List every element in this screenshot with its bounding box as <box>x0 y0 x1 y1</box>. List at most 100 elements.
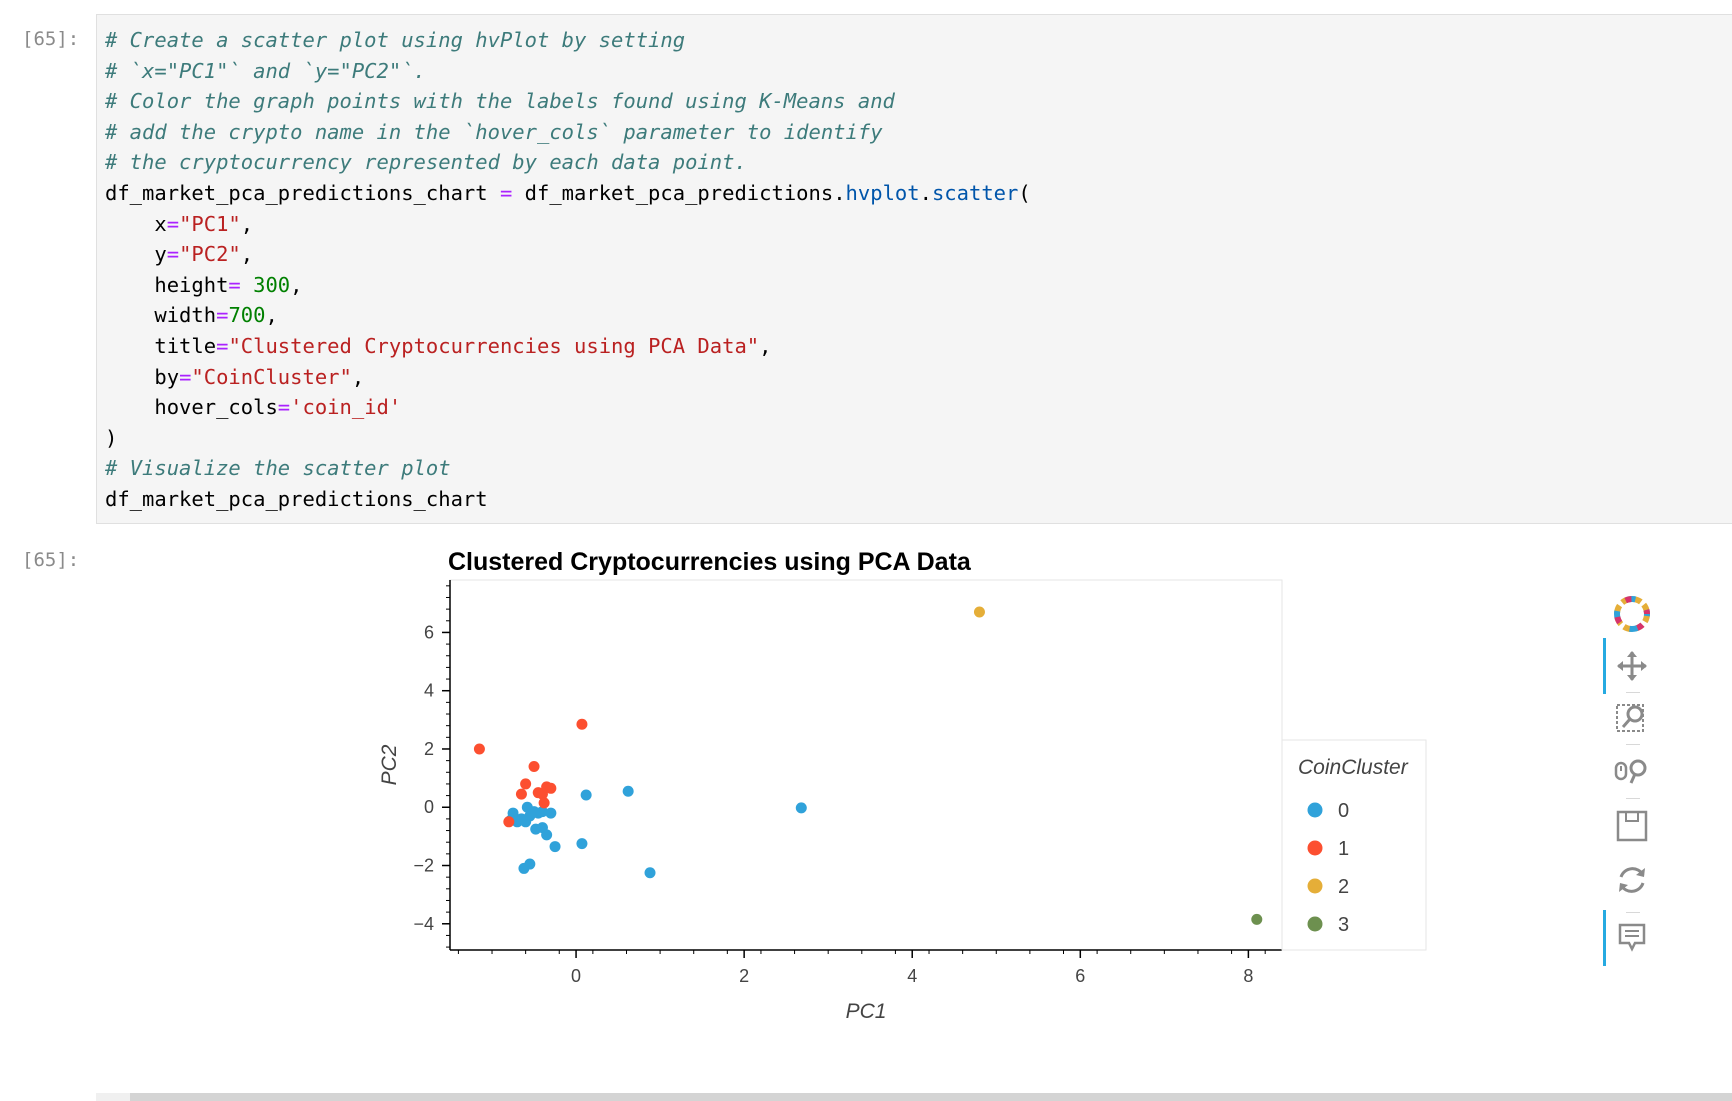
code-token: , <box>265 303 278 328</box>
scatter-point-cluster-1 <box>503 816 515 828</box>
box-zoom-icon <box>1616 704 1644 732</box>
code-token: 700 <box>228 303 266 328</box>
wheel-zoom-tool[interactable] <box>1612 752 1652 792</box>
code-token: ) <box>105 425 118 450</box>
code-token: "PC2" <box>179 242 241 267</box>
hover-icon <box>1618 923 1646 952</box>
legend-marker <box>1307 840 1323 856</box>
hover-tool[interactable] <box>1603 910 1652 966</box>
scatter-point-cluster-3 <box>1251 913 1263 925</box>
code-token: , <box>240 211 254 236</box>
y-tick-label: −4 <box>413 914 434 934</box>
scatter-point-cluster-0 <box>622 785 634 797</box>
code-line: df_market_pca_predictions_chart = df_mar… <box>105 178 1031 209</box>
code-line: title="Clustered Cryptocurrencies using … <box>105 331 1031 362</box>
code-token: y <box>105 242 167 267</box>
y-tick-label: 6 <box>424 622 434 642</box>
code-token: = <box>277 395 291 420</box>
code-token: = <box>499 180 513 205</box>
y-axis-label: PC2 <box>378 744 401 785</box>
scatter-point-cluster-0 <box>549 841 561 853</box>
code-token: = <box>228 272 241 297</box>
save-icon <box>1616 810 1648 842</box>
code-token: width <box>105 303 217 328</box>
code-line: width=700, <box>105 300 1031 331</box>
scatter-point-cluster-1 <box>545 782 557 794</box>
code-line: df_market_pca_predictions_chart <box>105 484 1031 515</box>
chart-title: Clustered Cryptocurrencies using PCA Dat… <box>448 548 972 576</box>
code-token: . <box>919 180 932 205</box>
code-token: # add the crypto name in the `hover_cols… <box>105 119 883 144</box>
code-token: # the cryptocurrency represented by each… <box>105 150 747 175</box>
code-token: hover_cols <box>105 395 278 420</box>
code-line: # add the crypto name in the `hover_cols… <box>105 117 1031 148</box>
scatter-point-cluster-0 <box>795 802 807 814</box>
scatter-point-cluster-1 <box>473 743 485 755</box>
box-zoom-tool[interactable] <box>1612 698 1652 738</box>
scatter-point-cluster-0 <box>576 838 588 850</box>
scatter-point-cluster-0 <box>541 829 553 841</box>
scatter-chart[interactable]: Clustered Cryptocurrencies using PCA Dat… <box>96 540 1596 1093</box>
wheel-zoom-icon <box>1614 759 1647 784</box>
output-prompt: [65]: <box>22 549 80 571</box>
x-tick-label: 6 <box>1075 966 1085 986</box>
x-tick-label: 8 <box>1243 966 1253 986</box>
code-line: y="PC2", <box>105 239 1031 270</box>
y-tick-label: 2 <box>424 739 434 759</box>
code-line: # Color the graph points with the labels… <box>105 86 1031 117</box>
code-line: # Visualize the scatter plot <box>105 453 1031 484</box>
code-line: x="PC1", <box>105 209 1031 240</box>
legend-title: CoinCluster <box>1298 756 1409 779</box>
code-token <box>241 273 253 297</box>
bokeh-logo-icon[interactable] <box>1612 594 1652 634</box>
code-token: , <box>351 364 365 389</box>
scrollbar-thumb[interactable] <box>130 1093 1732 1101</box>
scatter-point-cluster-1 <box>515 788 527 800</box>
code-token: title <box>105 333 217 358</box>
code-token: # Visualize the scatter plot <box>105 456 451 481</box>
plot-frame <box>449 579 1283 951</box>
code-line: height= 300, <box>105 270 1031 301</box>
x-tick-label: 0 <box>571 966 581 986</box>
code-token: = <box>216 303 229 328</box>
y-tick-label: −2 <box>413 856 434 876</box>
output-area: Clustered Cryptocurrencies using PCA Dat… <box>96 540 1732 1101</box>
code-line: # `x="PC1"` and `y="PC2"`. <box>105 56 1031 87</box>
legend-label: 3 <box>1338 914 1349 936</box>
code-token: height <box>105 272 229 297</box>
reset-tool[interactable] <box>1612 860 1652 900</box>
code-line: # the cryptocurrency represented by each… <box>105 147 1031 178</box>
code-token: = <box>216 333 229 358</box>
scatter-point-cluster-1 <box>520 778 532 790</box>
legend-marker <box>1307 916 1323 932</box>
code-editor[interactable]: # Create a scatter plot using hvPlot by … <box>105 25 1031 515</box>
horizontal-scrollbar[interactable] <box>96 1093 1732 1101</box>
code-token: = <box>166 211 180 236</box>
code-token: scatter <box>931 180 1019 205</box>
code-token: 'coin_id' <box>290 395 402 420</box>
code-token: x <box>105 211 167 236</box>
code-token: # `x="PC1"` and `y="PC2"`. <box>105 58 426 83</box>
code-token: = <box>166 242 180 267</box>
scatter-point-cluster-0 <box>644 867 656 879</box>
code-token: "CoinCluster" <box>191 364 352 389</box>
save-tool[interactable] <box>1612 806 1652 846</box>
pan-icon <box>1617 651 1647 681</box>
scatter-point-cluster-1 <box>576 718 588 730</box>
code-token: ( <box>1018 180 1031 205</box>
code-token: df_market_pca_predictions_chart <box>105 486 488 511</box>
code-token: hvplot <box>845 180 920 205</box>
scatter-point-cluster-0 <box>580 789 592 801</box>
code-token: "Clustered Cryptocurrencies using PCA Da… <box>228 333 760 358</box>
code-token: by <box>105 364 180 389</box>
code-token: # Create a scatter plot using hvPlot by … <box>105 28 686 52</box>
code-line: hover_cols='coin_id' <box>105 392 1031 423</box>
code-token: , <box>240 242 254 267</box>
code-token: df_market_pca_predictions. <box>512 180 846 205</box>
x-tick-label: 4 <box>907 966 917 986</box>
pan-tool[interactable] <box>1603 638 1652 694</box>
code-line: # Create a scatter plot using hvPlot by … <box>105 25 1031 56</box>
legend-marker <box>1307 802 1323 818</box>
x-axis-label: PC1 <box>846 1000 887 1023</box>
code-cell[interactable]: # Create a scatter plot using hvPlot by … <box>96 14 1732 524</box>
